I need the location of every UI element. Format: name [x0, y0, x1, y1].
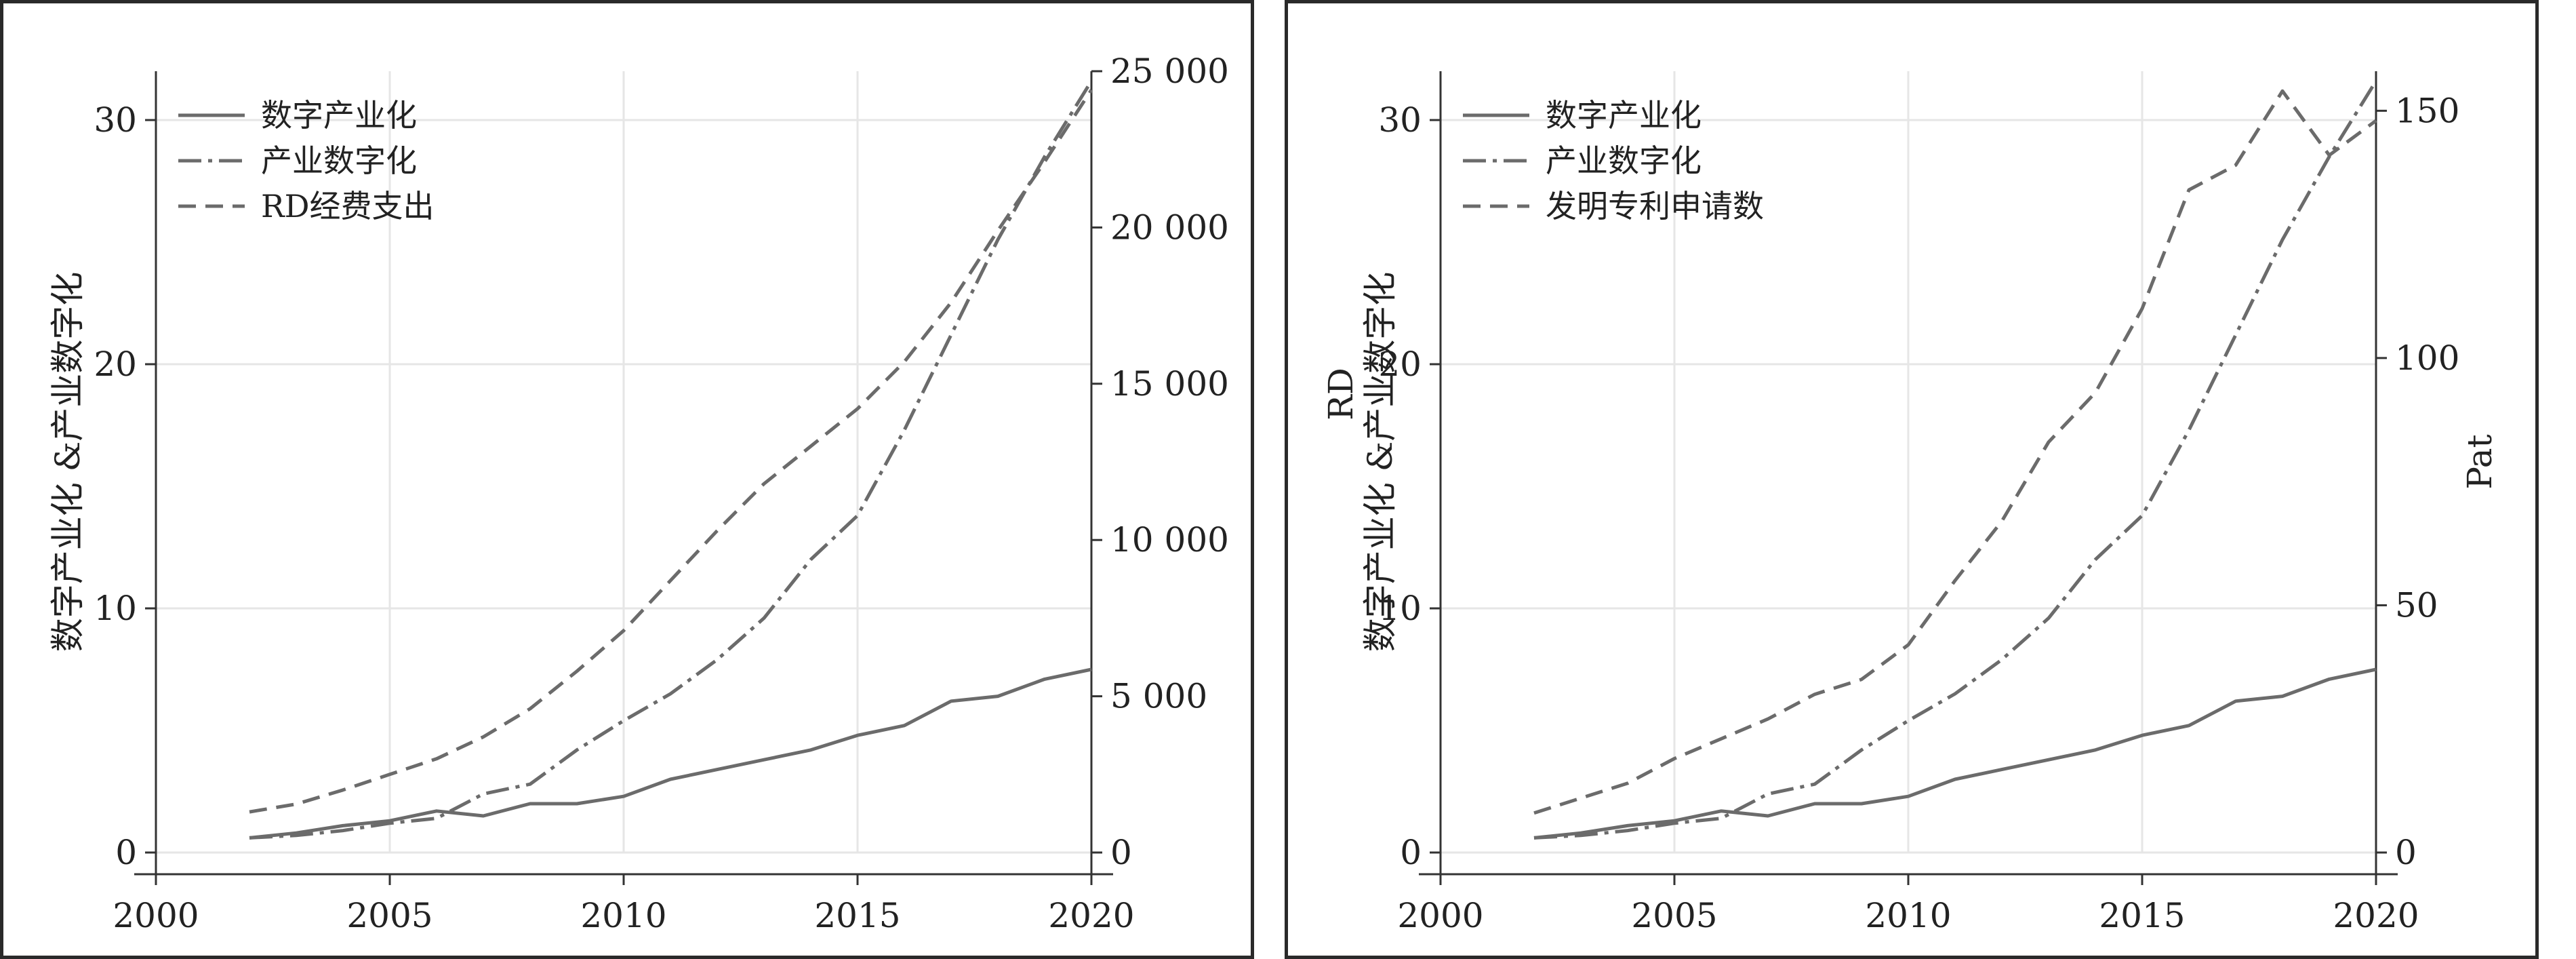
chart-panel-left: 0 10 20 30 0 5 000 10 000 15 000 20 000 25 000 200…	[0, 0, 1254, 959]
x-tick-label: 2020	[2333, 896, 2419, 935]
y-axis-title-2: 数字产业化 &产业数字化	[1361, 272, 1400, 652]
x-tick-label: 2010	[580, 896, 666, 935]
y-tick-label: 10	[1378, 589, 1422, 628]
x-tick-label: 2010	[1865, 896, 1951, 935]
legend-label-2: 产业数字化	[261, 142, 417, 179]
legend-label-3: 发明专利申请数	[1546, 188, 1764, 224]
legend-label-3: RD经费支出	[261, 188, 435, 224]
y2-tick-label: 0	[1110, 833, 1132, 872]
y-axis-title: 数字产业化 &产业数字化	[48, 272, 87, 652]
series-line-1	[1533, 667, 2377, 840]
x-tick-label: 2020	[1048, 896, 1134, 935]
x-tick-label: 2000	[113, 896, 199, 935]
y2-axis-title: Pat	[2460, 434, 2499, 489]
y-tick-label: 20	[1378, 345, 1422, 384]
y2-tick-label: 25 000	[1110, 52, 1229, 91]
chart-left: 0 10 20 30 0 5 000 10 000 15 000 20 000 25 000 200…	[48, 52, 1229, 935]
series-line-2	[1533, 80, 2378, 840]
series-line-2	[249, 80, 1093, 840]
y-tick-label: 10	[94, 589, 137, 628]
y2-tick-label: 15 000	[1110, 364, 1229, 404]
y-tick-label: 30	[94, 100, 137, 140]
legend-label-1: 数字产业化	[1546, 97, 1702, 134]
y2-tick-label: 20 000	[1110, 208, 1229, 247]
series-line-3	[1533, 89, 2377, 815]
y-tick-label: 30	[1378, 100, 1422, 140]
y2-tick-label: 10 000	[1110, 520, 1229, 560]
y-axis-title: RD	[1321, 368, 1361, 420]
y2-tick-label: 50	[2395, 585, 2438, 625]
chart-panel-right: 0 10 20 30 0 50 100 150 2000 2005 2010 2015 2020 RD 数字…	[1285, 0, 2539, 959]
y2-tick-label: 150	[2395, 91, 2459, 130]
x-tick-label: 2005	[346, 896, 432, 935]
x-tick-label: 2005	[1631, 896, 1717, 935]
y2-tick-label: 5 000	[1110, 677, 1207, 716]
y2-tick-label: 100	[2395, 338, 2459, 378]
series-line-3	[249, 89, 1093, 814]
y2-tick-label: 0	[2395, 833, 2417, 872]
series-line-1	[249, 667, 1092, 840]
legend-label-2: 产业数字化	[1546, 142, 1702, 179]
legend-label-1: 数字产业化	[261, 97, 417, 134]
y-tick-label: 0	[1400, 833, 1422, 872]
y-tick-label: 0	[115, 833, 137, 872]
x-tick-label: 2000	[1397, 896, 1483, 935]
x-tick-label: 2015	[2099, 896, 2185, 935]
y-tick-label: 20	[94, 345, 137, 384]
x-tick-label: 2015	[814, 896, 900, 935]
